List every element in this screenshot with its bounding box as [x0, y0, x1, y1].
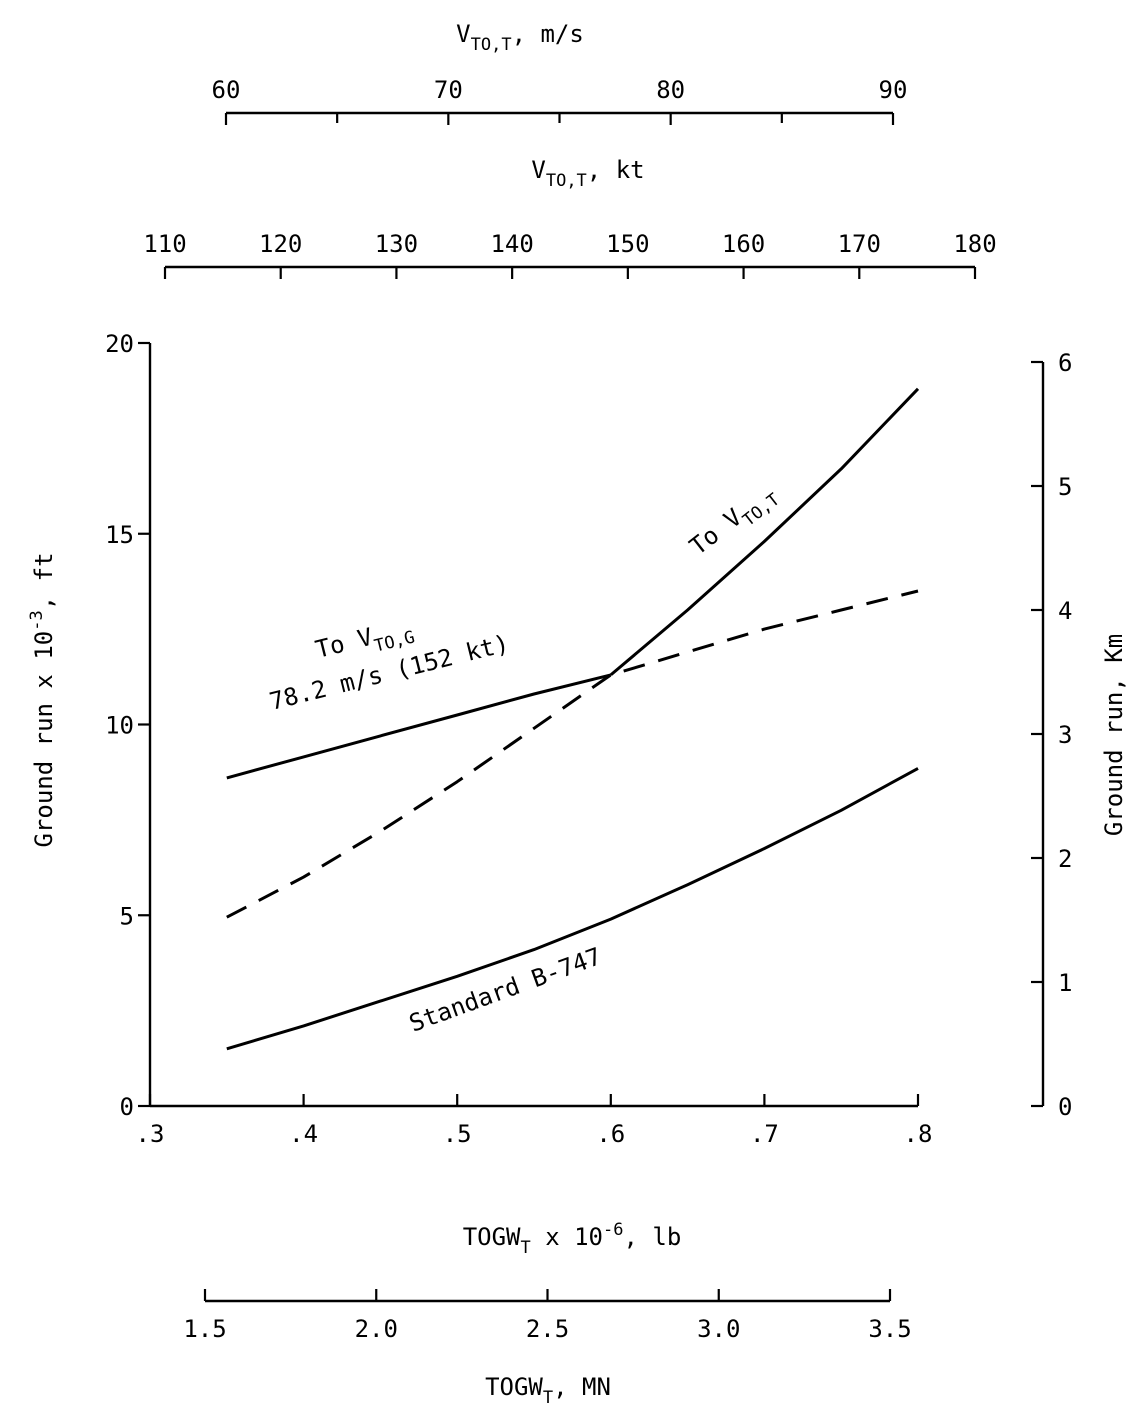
bottom-axis-tick-label: .7 [750, 1120, 779, 1148]
top-axis-ms-title: VTO,T, m/s [456, 20, 584, 55]
top-axis-ms-tick-label: 80 [656, 76, 685, 104]
top-axis-kt-tick-label: 120 [259, 230, 302, 258]
series-group [226, 387, 920, 1051]
right-axis-tick-label: 2 [1058, 845, 1072, 873]
series-line-3 [609, 387, 920, 677]
top-axis-kt-tick-label: 160 [722, 230, 765, 258]
series-line-1 [226, 673, 612, 780]
bottom-axis-mn-tick-label: 2.0 [355, 1315, 398, 1343]
bottom-axis-title: TOGWT x 10-6, lb [463, 1220, 682, 1258]
top-axis-kt-tick-label: 110 [143, 230, 186, 258]
left-axis-tick-label: 5 [120, 902, 134, 930]
series-line-2 [226, 589, 919, 919]
annotation-standard-b747: Standard B-747 [405, 942, 605, 1038]
top-axis-kt-title: VTO,T, kt [531, 156, 644, 191]
top-axis-kt-tick-label: 140 [490, 230, 533, 258]
right-axis-tick-label: 6 [1058, 349, 1072, 377]
right-axis-tick-label: 1 [1058, 969, 1072, 997]
top-axis-kt-tick-label: 150 [606, 230, 649, 258]
top-axis-ms-tick-label: 90 [879, 76, 908, 104]
plot-frame: 0 5 10 15 20 .3 .4 .5 .6 .7 .8 0 1 2 3 4 5 6 [105, 330, 1072, 1148]
bottom-axis-mn-tick-label: 3.0 [697, 1315, 740, 1343]
bottom-axis-tick-label: .4 [289, 1120, 318, 1148]
top-axis-ms-tick-label: 60 [212, 76, 241, 104]
left-axis-tick-label: 20 [105, 330, 134, 358]
series-line-4 [226, 767, 919, 1051]
top-axis-ms-tick-label: 70 [434, 76, 463, 104]
top-axis-kt-tick-label: 180 [953, 230, 996, 258]
left-axis-title: Ground run x 10-3, ft [27, 552, 58, 847]
right-axis-tick-label: 3 [1058, 721, 1072, 749]
left-axis-tick-label: 0 [120, 1093, 134, 1121]
bottom-axis-mn-tick-label: 3.5 [868, 1315, 911, 1343]
bottom-axis-tick-label: .6 [596, 1120, 625, 1148]
right-axis-tick-label: 5 [1058, 473, 1072, 501]
bottom-axis-tick-label: .5 [443, 1120, 472, 1148]
left-axis-tick-label: 10 [105, 712, 134, 740]
bottom-axis-mn-title: TOGWT, MN [485, 1373, 611, 1408]
top-axis-kt-tick-label: 170 [838, 230, 881, 258]
left-axis-tick-label: 15 [105, 521, 134, 549]
bottom-axis-mn-tick-label: 1.5 [183, 1315, 226, 1343]
right-axis-title: Ground run, Km [1100, 634, 1128, 836]
top-axis-kt: VTO,T, kt 110 120 130 140 150 160 170 180 [143, 156, 997, 279]
bottom-axis-tick-label: .8 [904, 1120, 933, 1148]
annotation-to-vtot: To VTO,T [684, 478, 783, 566]
right-axis-tick-label: 4 [1058, 597, 1072, 625]
top-axis-kt-tick-label: 130 [375, 230, 418, 258]
top-axis-ms: VTO,T, m/s 60 70 80 90 [212, 20, 908, 125]
bottom-axis-mn: 1.5 2.0 2.5 3.0 3.5 TOGWT, MN [183, 1289, 912, 1408]
bottom-axis-mn-tick-label: 2.5 [526, 1315, 569, 1343]
bottom-axis-tick-label: .3 [136, 1120, 165, 1148]
right-axis-tick-label: 0 [1058, 1093, 1072, 1121]
